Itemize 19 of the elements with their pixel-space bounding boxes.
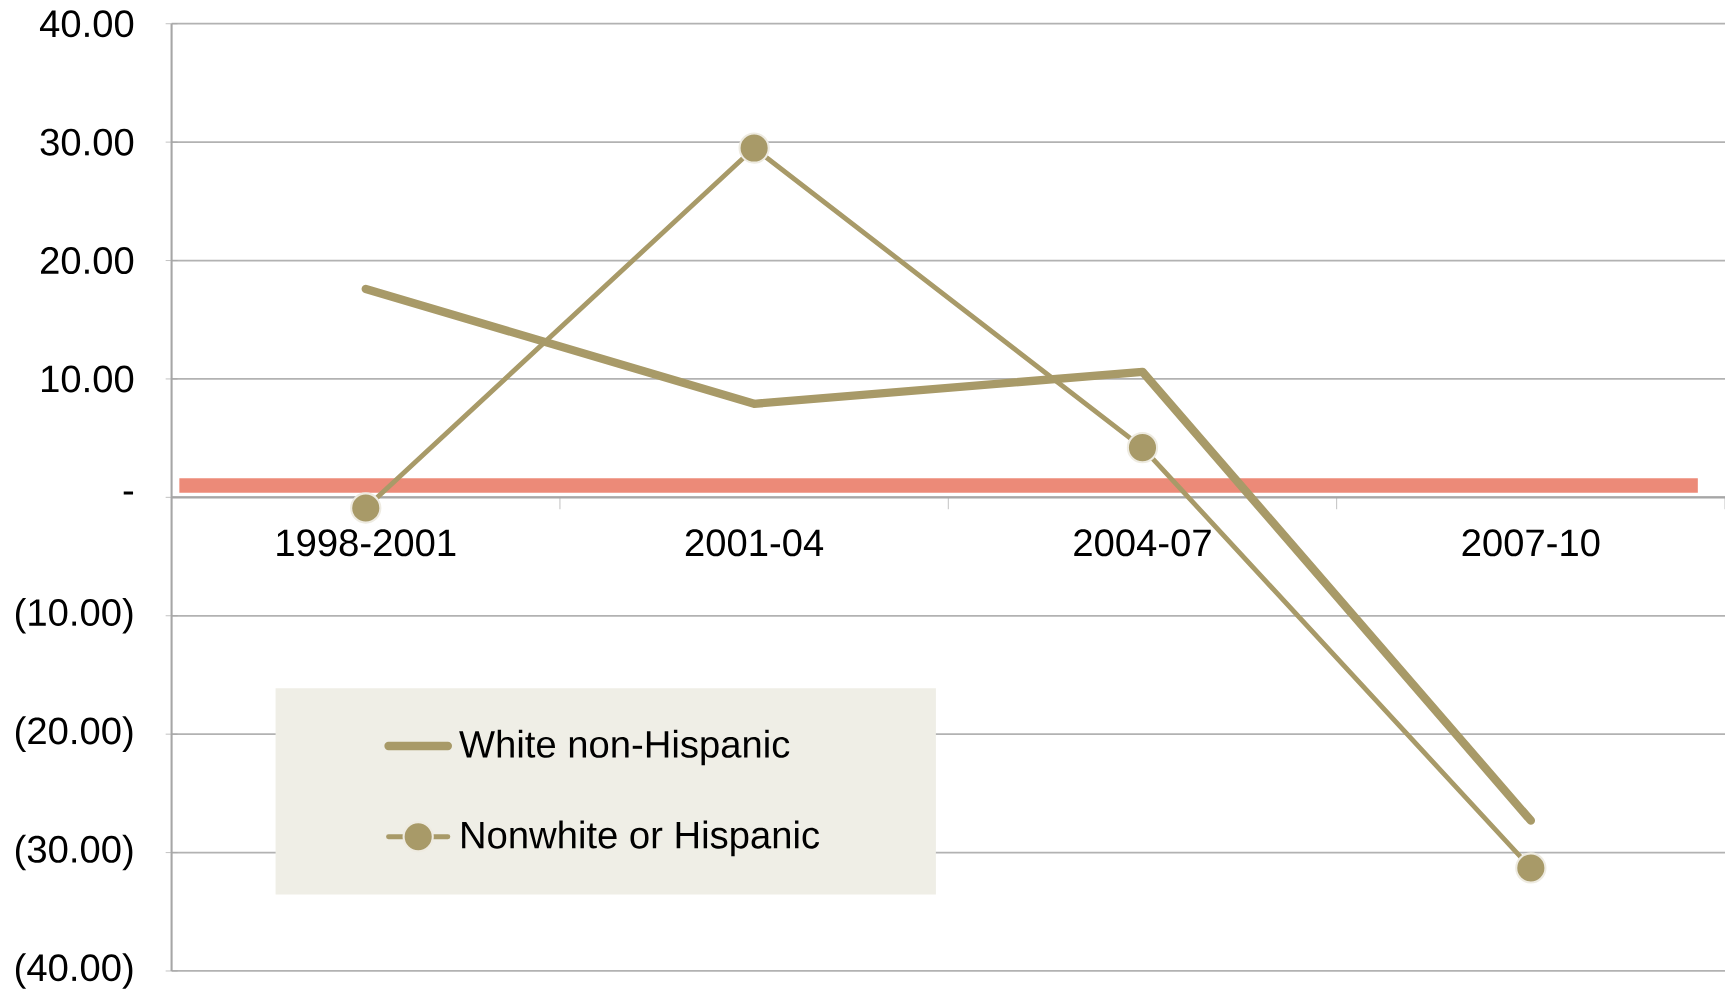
y-tick-label: 30.00 bbox=[40, 128, 134, 156]
point bbox=[1515, 852, 1547, 884]
x-tick-label: 2004-07 bbox=[1074, 529, 1211, 557]
y-tick-label: (30.00) bbox=[15, 834, 133, 871]
legend-label: White non-Hispanic bbox=[459, 729, 790, 766]
y-tick-label: (10.00) bbox=[15, 598, 133, 634]
y-tick-label: 20.00 bbox=[41, 247, 134, 275]
y-tick-label: - bbox=[123, 491, 134, 495]
y-tick-label: 40.00 bbox=[39, 10, 134, 38]
x-tick-label: 2001-04 bbox=[685, 529, 824, 557]
legend-label: Nonwhite or Hispanic bbox=[462, 820, 820, 857]
y-tick-label: (20.00) bbox=[15, 716, 133, 753]
y-tick-label: (40.00) bbox=[15, 953, 133, 989]
point bbox=[350, 492, 382, 524]
x-tick-label: 2007-10 bbox=[1462, 529, 1600, 557]
y-tick-label: 10.00 bbox=[41, 365, 134, 393]
point bbox=[1126, 432, 1159, 464]
point bbox=[738, 132, 770, 164]
x-tick-label: 1998-2001 bbox=[277, 529, 456, 557]
